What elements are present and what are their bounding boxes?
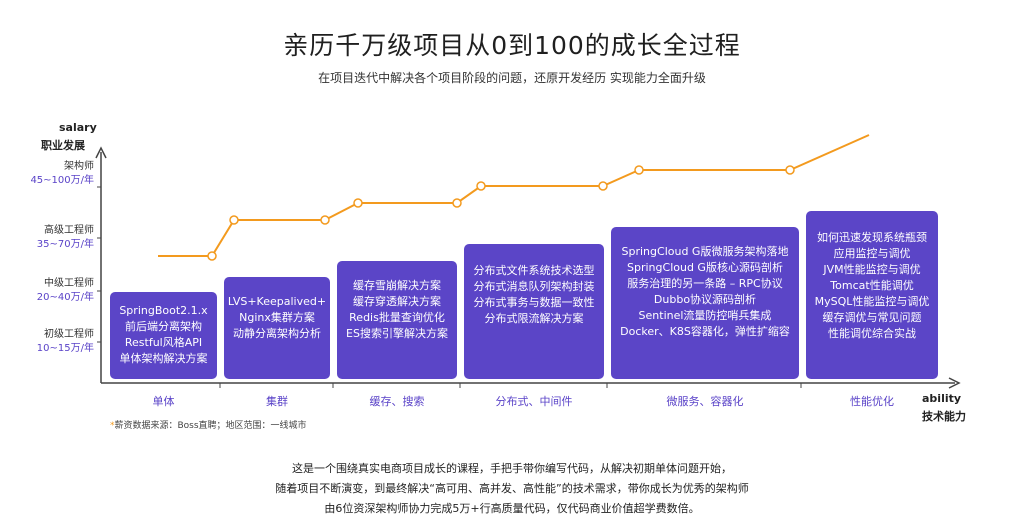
level-junior: 初级工程师 10~15万/年 bbox=[30, 328, 94, 356]
stage-label-performance: 性能优化 bbox=[850, 395, 894, 408]
stage-item: 服务治理的另一条路 – RPC协议 bbox=[627, 277, 783, 290]
stage-item: 分布式文件系统技术选型 bbox=[473, 264, 595, 277]
stage-box-performance: 如何迅速发现系统瓶颈 应用监控与调优 JVM性能监控与调优 Tomcat性能调优… bbox=[806, 211, 938, 379]
stage-label-cache-search: 缓存、搜索 bbox=[369, 395, 425, 408]
page-subtitle: 在项目迭代中解决各个项目阶段的问题，还原开发经历 实现能力全面升级 bbox=[318, 71, 706, 85]
description-line: 随着项目不断演变，到最终解决“高可用、高并发、高性能”的技术需求，带你成长为优秀… bbox=[275, 482, 749, 495]
level-salary: 10~15万/年 bbox=[36, 343, 94, 354]
y-axis-arrow bbox=[95, 146, 107, 159]
level-name: 初级工程师 bbox=[44, 329, 94, 340]
growth-point bbox=[452, 198, 462, 208]
stage-item: JVM性能监控与调优 bbox=[823, 263, 921, 276]
salary-source-note: *薪资数据来源：Boss直聘；地区范围：一线城市 bbox=[110, 418, 307, 431]
stage-item: 应用监控与调优 bbox=[833, 247, 911, 260]
level-name: 高级工程师 bbox=[44, 225, 94, 236]
stage-item: 动静分离架构分析 bbox=[233, 327, 321, 340]
growth-point bbox=[634, 165, 644, 175]
stage-item: Docker、K8S容器化，弹性扩缩容 bbox=[620, 325, 790, 338]
growth-point bbox=[320, 215, 330, 225]
stage-label-microservice: 微服务、容器化 bbox=[666, 395, 744, 408]
stage-label-monolith: 单体 bbox=[152, 395, 175, 408]
y-axis-label-zh: 职业发展 bbox=[41, 139, 85, 152]
stage-item: Dubbo协议源码剖析 bbox=[653, 293, 757, 306]
stage-item: Sentinel流量防控哨兵集成 bbox=[638, 309, 772, 322]
stage-item: 如何迅速发现系统瓶颈 bbox=[817, 231, 927, 244]
stage-item: ES搜索引擎解决方案 bbox=[346, 327, 448, 340]
x-axis-label-en: ability bbox=[922, 392, 962, 405]
stage-item: 缓存穿透解决方案 bbox=[353, 295, 441, 308]
growth-point bbox=[785, 165, 795, 175]
level-senior: 高级工程师 35~70万/年 bbox=[30, 224, 94, 252]
stage-item: SpringBoot2.1.x bbox=[119, 304, 208, 317]
level-salary: 20~40万/年 bbox=[36, 292, 94, 303]
stage-item: 性能调优综合实战 bbox=[828, 327, 916, 340]
stage-box-cache-search: 缓存雪崩解决方案 缓存穿透解决方案 Redis批量查询优化 ES搜索引擎解决方案 bbox=[337, 261, 457, 379]
stage-item: LVS+Keepalived+ bbox=[227, 295, 327, 308]
stage-item: 分布式消息队列架构封装 bbox=[473, 280, 595, 293]
stage-item: Nginx集群方案 bbox=[239, 311, 315, 324]
stage-box-cluster: LVS+Keepalived+ Nginx集群方案 动静分离架构分析 bbox=[224, 277, 330, 379]
growth-point bbox=[229, 215, 239, 225]
footnote-star: * bbox=[110, 421, 115, 431]
growth-line-markers bbox=[207, 165, 795, 261]
growth-point bbox=[476, 181, 486, 191]
stage-item: Tomcat性能调优 bbox=[830, 279, 914, 292]
stage-item: SpringCloud G版微服务架构落地 bbox=[621, 245, 789, 258]
description-line: 由6位资深架构师协力完成5万+行高质量代码，仅代码商业价值超学费数倍。 bbox=[324, 502, 700, 515]
stage-label-cluster: 集群 bbox=[266, 395, 288, 408]
growth-point bbox=[353, 198, 363, 208]
footnote-text: 薪资数据来源：Boss直聘；地区范围：一线城市 bbox=[114, 421, 307, 431]
stage-item: 单体架构解决方案 bbox=[119, 352, 208, 365]
stage-box-microservice: SpringCloud G版微服务架构落地 SpringCloud G版核心源码… bbox=[611, 227, 799, 379]
x-axis-label-zh: 技术能力 bbox=[922, 410, 966, 423]
description-line: 这是一个围绕真实电商项目成长的课程，手把手带你编写代码，从解决初期单体问题开始， bbox=[292, 462, 732, 475]
stage-item: 分布式事务与数据一致性 bbox=[473, 296, 595, 309]
course-description: 这是一个围绕真实电商项目成长的课程，手把手带你编写代码，从解决初期单体问题开始，… bbox=[0, 459, 1024, 519]
stage-box-distributed: 分布式文件系统技术选型 分布式消息队列架构封装 分布式事务与数据一致性 分布式限… bbox=[464, 244, 604, 379]
stage-item: 分布式限流解决方案 bbox=[484, 312, 584, 325]
growth-point bbox=[598, 181, 608, 191]
growth-point bbox=[207, 251, 217, 261]
stage-item: Restful风格API bbox=[124, 336, 203, 349]
page-title: 亲历千万级项目从0到100的成长全过程 bbox=[283, 31, 741, 60]
level-salary: 45~100万/年 bbox=[30, 175, 94, 186]
stage-label-distributed: 分布式、中间件 bbox=[495, 395, 573, 408]
stage-item: SpringCloud G版核心源码剖析 bbox=[627, 261, 783, 274]
level-name: 架构师 bbox=[64, 161, 94, 172]
stage-item: 前后端分离架构 bbox=[125, 320, 202, 333]
y-axis-label-en: salary bbox=[59, 121, 97, 134]
level-middle: 中级工程师 20~40万/年 bbox=[30, 277, 94, 305]
stage-box-monolith: SpringBoot2.1.x 前后端分离架构 Restful风格API 单体架… bbox=[110, 292, 217, 379]
level-salary: 35~70万/年 bbox=[36, 239, 94, 250]
level-name: 中级工程师 bbox=[44, 278, 94, 289]
stage-item: 缓存雪崩解决方案 bbox=[353, 279, 441, 292]
level-architect: 架构师 45~100万/年 bbox=[30, 160, 94, 188]
stage-item: Redis批量查询优化 bbox=[349, 311, 445, 324]
stage-item: 缓存调优与常见问题 bbox=[822, 311, 922, 324]
stage-item: MySQL性能监控与调优 bbox=[814, 295, 930, 308]
x-axis-arrow bbox=[948, 377, 961, 389]
